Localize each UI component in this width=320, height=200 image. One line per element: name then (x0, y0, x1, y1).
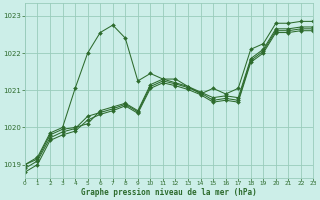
X-axis label: Graphe pression niveau de la mer (hPa): Graphe pression niveau de la mer (hPa) (81, 188, 257, 197)
